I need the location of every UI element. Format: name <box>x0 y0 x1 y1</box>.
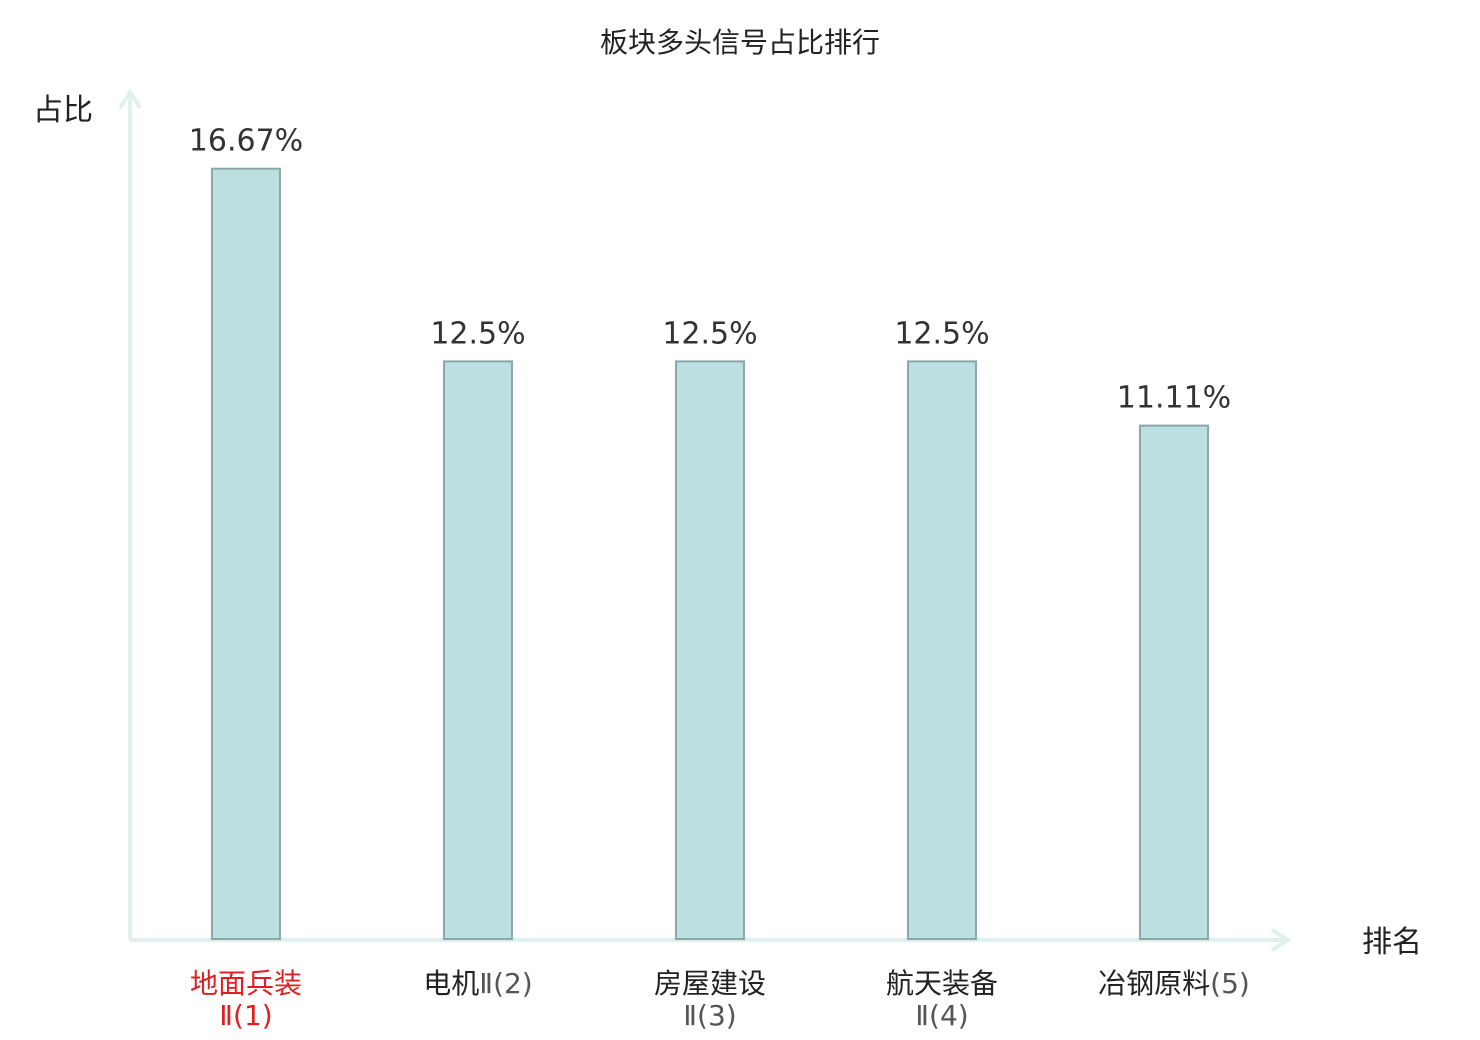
category-name-4: 航天装备 <box>886 967 998 1000</box>
chart-title: 板块多头信号占比排行 <box>600 26 880 59</box>
value-label-5: 11.11% <box>1117 381 1231 416</box>
category-name-1: 地面兵装 <box>190 967 302 1000</box>
category-rank-3: Ⅱ(3) <box>683 999 736 1032</box>
bar-3 <box>675 360 745 941</box>
y-axis-label: 占比 <box>33 93 93 128</box>
category-name-3: 房屋建设 <box>654 967 766 1000</box>
category-label-4: 航天装备 <box>886 967 998 1000</box>
x-axis-arrow <box>1270 928 1292 952</box>
value-label-3: 12.5% <box>662 316 757 351</box>
category-rank-5: (5) <box>1210 967 1250 1000</box>
category-label-3: 房屋建设 <box>654 967 766 1000</box>
bar-5 <box>1139 424 1209 941</box>
bars-group <box>211 167 1209 941</box>
bar-4 <box>907 360 977 941</box>
category-label-2: 电机Ⅱ(2) <box>423 967 532 1000</box>
value-label-4: 12.5% <box>894 316 989 351</box>
category-name-2: 电机 <box>423 967 479 1000</box>
value-labels-group: 16.67% 12.5% 12.5% 12.5% 11.11% <box>189 124 1231 416</box>
category-rank-2: Ⅱ(2) <box>479 967 532 1000</box>
category-label-5: 冶钢原料(5) <box>1098 967 1250 1000</box>
x-axis-label: 排名 <box>1362 925 1422 960</box>
category-rank-1: Ⅱ(1) <box>219 999 272 1032</box>
category-name-5: 冶钢原料 <box>1098 967 1210 1000</box>
y-axis-arrow <box>118 88 142 110</box>
bar-2 <box>443 360 513 941</box>
category-label-1: 地面兵装 <box>190 967 302 1000</box>
category-rank-4: Ⅱ(4) <box>915 999 968 1032</box>
value-label-2: 12.5% <box>430 316 525 351</box>
value-label-1: 16.67% <box>189 124 303 159</box>
bar-1 <box>211 167 281 941</box>
